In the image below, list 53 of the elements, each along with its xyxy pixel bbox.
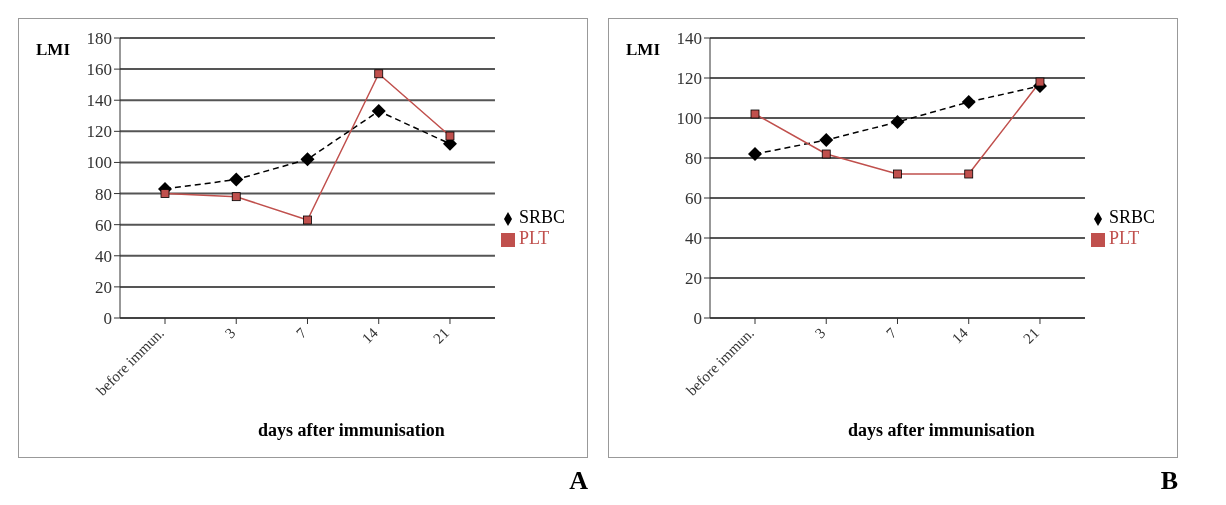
y-tick-label: 0 [693, 309, 702, 329]
y-tick-label: 20 [685, 269, 702, 289]
point [303, 215, 312, 225]
y-tick-label: 120 [86, 122, 112, 142]
y-tick-label: 180 [86, 29, 112, 49]
legend-label: SRBC [1108, 207, 1155, 227]
point [893, 169, 902, 179]
y-tick-label: 80 [95, 184, 112, 204]
x-tick-label: 14 [358, 324, 382, 347]
point [229, 172, 244, 187]
point [300, 152, 315, 167]
legend-label: PLT [1108, 228, 1140, 248]
y-tick-label: 40 [685, 229, 702, 249]
y-tick-label: 140 [676, 29, 702, 49]
y-tick-label: 100 [676, 109, 702, 129]
point [750, 109, 760, 119]
point [964, 169, 974, 179]
point [819, 133, 834, 147]
y-axis-title: LMI [36, 40, 70, 60]
x-axis-title: days after immunisation [258, 420, 445, 441]
y-tick-label: 60 [685, 189, 702, 209]
point [231, 192, 241, 202]
x-tick-label: 3 [221, 324, 239, 342]
point [821, 149, 831, 159]
y-tick-label: 100 [86, 153, 112, 173]
point [890, 115, 905, 129]
y-tick-label: 120 [676, 69, 702, 89]
y-tick-label: 60 [95, 215, 112, 235]
x-tick-label: 7 [292, 324, 310, 342]
x-tick-label: 14 [948, 324, 972, 347]
y-tick-label: 80 [685, 149, 702, 169]
point [371, 104, 386, 119]
x-tick-label: 21 [1020, 324, 1043, 347]
x-tick-label: 21 [430, 324, 453, 347]
x-axis-title: days after immunisation [848, 420, 1035, 441]
legend-label: SRBC [518, 207, 565, 227]
point [1035, 77, 1045, 87]
point [748, 147, 762, 161]
point [445, 131, 455, 141]
y-tick-label: 140 [86, 91, 112, 111]
point [160, 189, 170, 198]
y-axis-title: LMI [626, 40, 660, 60]
y-tick-label: 160 [86, 60, 112, 80]
text: B [1160, 466, 1178, 496]
x-tick-label: 3 [811, 324, 829, 342]
point [961, 95, 976, 109]
text: A [569, 466, 588, 496]
y-tick-label: 40 [95, 246, 112, 266]
x-tick-label: 7 [882, 324, 900, 342]
y-tick-label: 0 [103, 309, 112, 329]
point [374, 69, 384, 79]
y-tick-label: 20 [95, 277, 112, 297]
legend-label: PLT [518, 228, 550, 248]
